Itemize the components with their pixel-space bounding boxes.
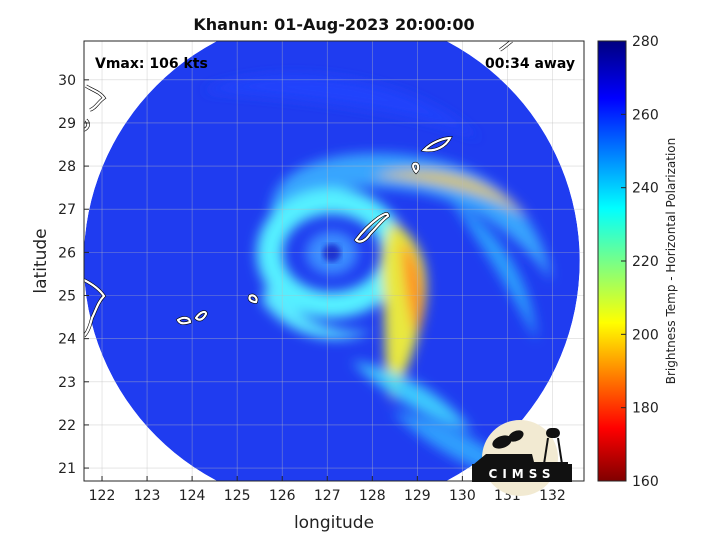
colorbar-tick-label: 260 bbox=[632, 107, 659, 123]
y-tick-label: 25 bbox=[58, 289, 76, 305]
colorbar-tick-label: 280 bbox=[632, 34, 659, 50]
x-axis-label: longitude bbox=[294, 513, 374, 533]
y-tick-label: 27 bbox=[58, 202, 76, 218]
colorbar-tick-label: 240 bbox=[632, 181, 659, 197]
colorbar-tick-label: 220 bbox=[632, 254, 659, 270]
y-tick-label: 28 bbox=[58, 159, 76, 175]
colorbar-tick-label: 160 bbox=[632, 474, 659, 490]
x-tick-labels: 122 123 124 125 126 127 128 129 130 131 132 bbox=[89, 476, 566, 504]
x-tick-label: 130 bbox=[449, 488, 476, 504]
satellite-swath bbox=[84, 41, 580, 481]
map-grid bbox=[84, 41, 584, 481]
water-tower-icon bbox=[546, 428, 560, 438]
x-tick-label: 129 bbox=[404, 488, 431, 504]
map-layers bbox=[84, 41, 584, 481]
y-tick-label: 24 bbox=[58, 332, 76, 348]
colorbar-tick-label: 200 bbox=[632, 327, 659, 343]
y-tick-label: 22 bbox=[58, 418, 76, 434]
y-tick-label: 26 bbox=[58, 245, 76, 261]
y-tick-labels: 21 22 23 24 25 26 27 28 29 30 bbox=[58, 73, 89, 477]
x-tick-label: 132 bbox=[539, 488, 566, 504]
logo-text: CIMSS bbox=[489, 467, 556, 481]
time-away-annotation: 00:34 away bbox=[485, 56, 575, 72]
y-tick-label: 30 bbox=[58, 73, 76, 89]
y-tick-label: 21 bbox=[58, 461, 76, 477]
colorbar-tick-labels: 160 180 200 220 240 260 280 bbox=[621, 34, 659, 490]
x-tick-label: 126 bbox=[269, 488, 296, 504]
y-tick-label: 29 bbox=[58, 116, 76, 132]
y-tick-label: 23 bbox=[58, 375, 76, 391]
colorbar-tick-label: 180 bbox=[632, 401, 659, 417]
x-tick-label: 128 bbox=[359, 488, 386, 504]
x-tick-label: 123 bbox=[134, 488, 161, 504]
x-tick-label: 122 bbox=[89, 488, 116, 504]
x-tick-label: 124 bbox=[179, 488, 206, 504]
storm-eye bbox=[322, 244, 341, 262]
x-tick-label: 125 bbox=[224, 488, 251, 504]
vmax-annotation: Vmax: 106 kts bbox=[95, 56, 208, 72]
y-axis-label: latitude bbox=[31, 228, 51, 293]
x-tick-label: 127 bbox=[314, 488, 341, 504]
figure-title: Khanun: 01-Aug-2023 20:00:00 bbox=[193, 15, 474, 34]
cimss-logo: CIMSS bbox=[472, 420, 572, 496]
dish-icon bbox=[492, 435, 512, 449]
colorbar-label: Brightness Temp - Horizontal Polarizatio… bbox=[664, 138, 678, 385]
plot-border bbox=[83, 40, 585, 482]
